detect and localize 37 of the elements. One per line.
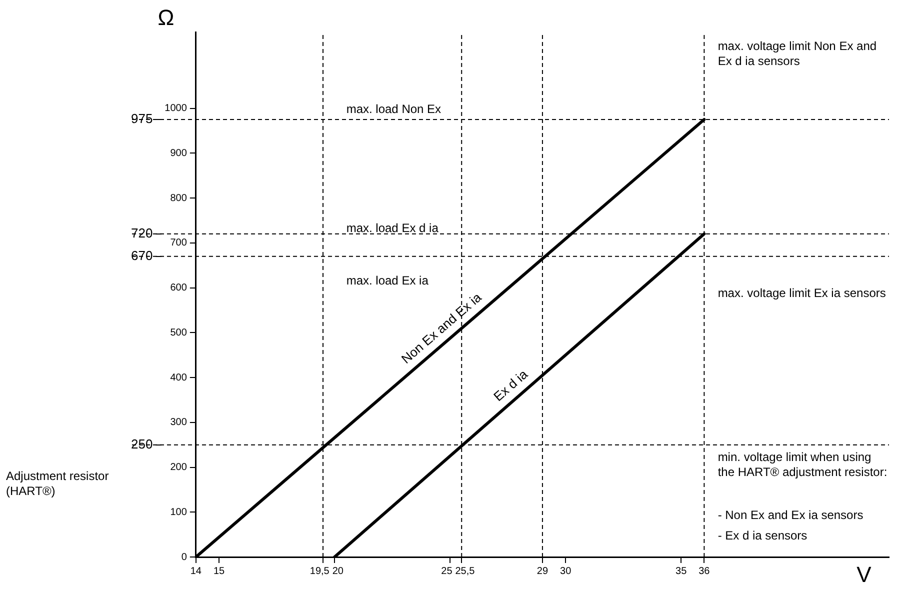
y-tick-label: 500 [170,327,188,338]
y-tick-label: 200 [170,462,188,474]
x-tick-label: 20 [332,566,344,577]
y2-tick-label: 720 [130,226,153,240]
y-tick-label: 600 [170,282,188,294]
annotation: max. voltage limit Ex ia sensors [718,286,886,300]
x-tick-label: 30 [560,566,572,577]
x-tick-label: 25,5 [455,566,476,577]
annotation: max. load Ex ia [346,273,429,288]
y-tick-label: 300 [170,417,188,428]
annotation: min. voltage limit when using the HART® adjustment resistor: [718,450,888,479]
y-tick-label: 900 [170,148,188,159]
text: Adjustment resistor (HART®) [6,468,109,498]
annotation: - Non Ex and Ex ia sensors [718,508,864,522]
x-tick-label: 14 [190,566,202,577]
text: Non Ex and Ex ia [398,289,485,366]
y-tick-label: 1000 [164,103,188,114]
y2-tick-label: 250 [130,436,153,452]
x-axis-title: V [856,562,872,588]
y-axis-title: Ω [158,5,174,30]
annotation: max. load Non Ex [346,102,442,116]
y-tick-label: 100 [170,506,188,518]
x-tick-label: 36 [698,566,710,577]
annotation: - Ex d ia sensors [718,528,808,543]
y-tick-label: 0 [181,552,188,563]
annotation: max. load Ex d ia [346,220,439,235]
x-tick-label: 19,5 [310,566,330,577]
y-tick-label: 800 [170,192,188,204]
annotation: max. voltage limit Non Ex and Ex d ia sensors [718,39,877,68]
y-tick-label: 700 [170,238,188,249]
text: Ex d ia [490,366,532,404]
x-tick-label: 15 [213,566,226,577]
x-tick-label: 29 [536,566,548,577]
x-tick-label: 35 [676,566,688,577]
y2-tick-label: 670 [130,248,153,263]
y-tick-label: 400 [170,372,188,384]
x-tick-label: 25 [441,566,453,577]
